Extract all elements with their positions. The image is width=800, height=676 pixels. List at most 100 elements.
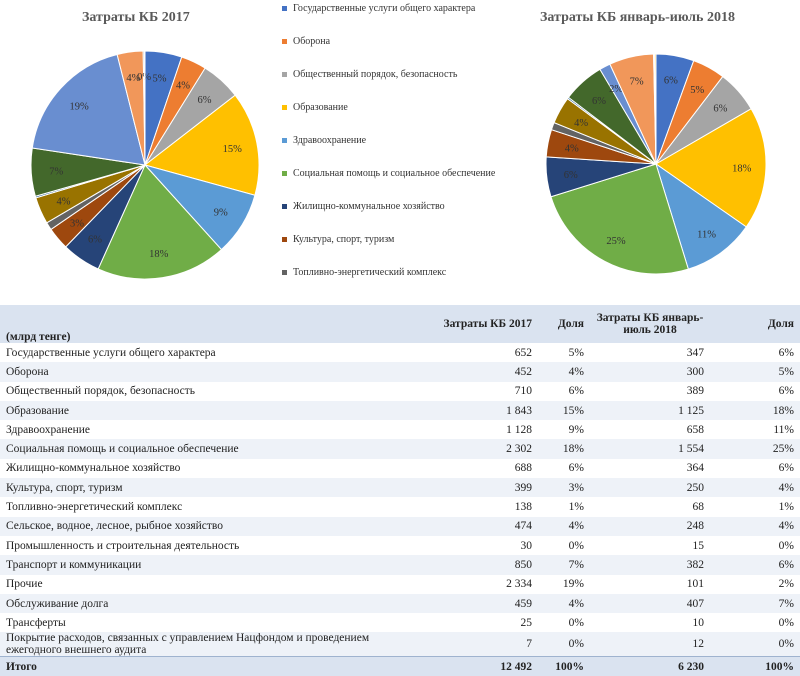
cell-value: 1 554: [590, 439, 710, 458]
table-row: Сельское, водное, лесное, рыбное хозяйст…: [0, 517, 800, 536]
cell-share: 4%: [538, 517, 590, 536]
cell-share: 5%: [538, 343, 590, 362]
row-label: Общественный порядок, безопасность: [0, 382, 398, 401]
cell-value: 688: [398, 459, 538, 478]
total-value: 12 492: [398, 657, 538, 676]
row-label: Топливно-энергетический комплекс: [0, 497, 398, 516]
cell-share: 0%: [538, 632, 590, 657]
slice-label: 5%: [690, 85, 704, 96]
legend-label: Оборона: [293, 36, 330, 47]
cell-value: 1 128: [398, 420, 538, 439]
cell-share: 4%: [710, 517, 800, 536]
cell-value: 710: [398, 382, 538, 401]
row-label: Культура, спорт, туризм: [0, 478, 398, 497]
cell-share: 3%: [538, 478, 590, 497]
legend-label: Топливно-энергетический комплекс: [293, 267, 446, 278]
table-total-row: Итого 12 492 100% 6 230 100%: [0, 657, 800, 676]
legend-item: Образование: [282, 102, 348, 113]
cell-value: 652: [398, 343, 538, 362]
slice-label: 6%: [564, 170, 578, 181]
slice-label: 7%: [630, 76, 644, 87]
cell-value: 364: [590, 459, 710, 478]
column-header: Доля: [538, 305, 590, 343]
slice-label: 5%: [153, 73, 167, 84]
pie-chart-2017: 5%4%6%15%9%18%6%3%4%7%19%4%0%: [20, 40, 270, 290]
cell-share: 2%: [710, 575, 800, 594]
table-header-row: (млрд тенге) Затраты КБ 2017 Доля Затрат…: [0, 305, 800, 343]
legend-marker: [282, 171, 287, 176]
legend-marker: [282, 138, 287, 143]
slice-label: 6%: [664, 76, 678, 87]
total-share: 100%: [538, 657, 590, 676]
cell-value: 1 843: [398, 401, 538, 420]
cell-share: 25%: [710, 439, 800, 458]
row-label: Образование: [0, 401, 398, 420]
legend-label: Здравоохранение: [293, 135, 366, 146]
unit-label: (млрд тенге): [0, 305, 398, 343]
row-label: Промышленность и строительная деятельнос…: [0, 536, 398, 555]
legend-marker: [282, 72, 287, 77]
slice-label: 4%: [176, 81, 190, 92]
legend-marker: [282, 39, 287, 44]
cell-value: 452: [398, 362, 538, 381]
cell-share: 1%: [538, 497, 590, 516]
legend-marker: [282, 6, 287, 11]
column-header: Доля: [710, 305, 800, 343]
slice-label: 4%: [574, 118, 588, 129]
chart-title-2017: Затраты КБ 2017: [82, 10, 190, 26]
row-label: Социальная помощь и социальное обеспечен…: [0, 439, 398, 458]
cell-value: 68: [590, 497, 710, 516]
row-label: Обслуживание долга: [0, 594, 398, 613]
row-label: Оборона: [0, 362, 398, 381]
slice-label: 6%: [713, 103, 727, 114]
total-value: 6 230: [590, 657, 710, 676]
chart-title-2018: Затраты КБ январь-июль 2018: [540, 10, 735, 26]
cell-share: 4%: [538, 362, 590, 381]
table-row: Покрытие расходов, связанных с управлени…: [0, 632, 800, 657]
legend-item: Здравоохранение: [282, 135, 366, 146]
cell-share: 9%: [538, 420, 590, 439]
slice-label: 7%: [49, 167, 63, 178]
slice-label: 18%: [149, 249, 169, 260]
cell-share: 18%: [710, 401, 800, 420]
row-label: Трансферты: [0, 613, 398, 632]
cell-value: 407: [590, 594, 710, 613]
legend-marker: [282, 237, 287, 242]
cell-share: 6%: [538, 459, 590, 478]
slice-label: 19%: [70, 101, 90, 112]
cell-share: 0%: [710, 536, 800, 555]
row-label: Покрытие расходов, связанных с управлени…: [0, 632, 398, 657]
slice-label: 9%: [214, 208, 228, 219]
cell-value: 2 334: [398, 575, 538, 594]
legend-label: Социальная помощь и социальное обеспечен…: [293, 168, 495, 179]
cell-value: 30: [398, 536, 538, 555]
slice-label: 4%: [57, 197, 71, 208]
column-header: Затраты КБ январь-июль 2018: [590, 305, 710, 343]
cell-value: 101: [590, 575, 710, 594]
cell-share: 6%: [538, 382, 590, 401]
cell-share: 0%: [538, 536, 590, 555]
cell-share: 0%: [710, 632, 800, 657]
cell-value: 250: [590, 478, 710, 497]
legend-marker: [282, 204, 287, 209]
legend-item: Топливно-энергетический комплекс: [282, 267, 446, 278]
cell-value: 2 302: [398, 439, 538, 458]
row-label: Прочие: [0, 575, 398, 594]
cell-share: 6%: [710, 555, 800, 574]
cell-value: 138: [398, 497, 538, 516]
cell-share: 0%: [710, 613, 800, 632]
slice-label: 6%: [88, 235, 102, 246]
legend-item: Общественный порядок, безопасность: [282, 69, 457, 80]
cell-share: 19%: [538, 575, 590, 594]
cell-value: 10: [590, 613, 710, 632]
cell-share: 7%: [710, 594, 800, 613]
cell-value: 1 125: [590, 401, 710, 420]
slice-label: 18%: [732, 164, 752, 175]
cell-value: 389: [590, 382, 710, 401]
